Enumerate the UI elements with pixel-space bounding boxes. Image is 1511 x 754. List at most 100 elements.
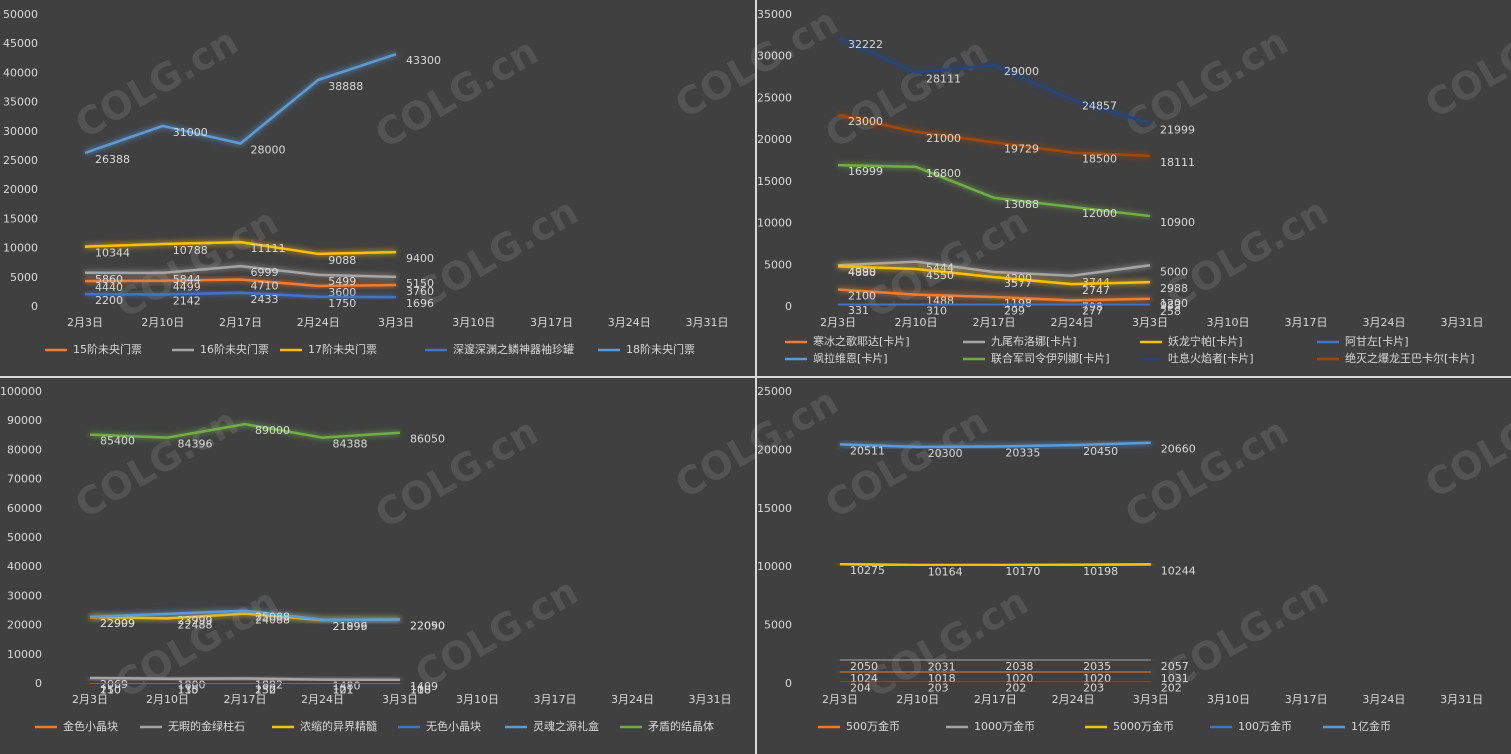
data-label: 18111: [1160, 156, 1195, 169]
x-tick-label: 3月3日: [1132, 316, 1168, 329]
y-tick-label: 40000: [7, 560, 42, 573]
data-label: 20300: [928, 447, 963, 460]
y-tick-label: 5000: [10, 271, 38, 284]
series-line: [837, 302, 1151, 307]
legend-label: 18阶未央门票: [626, 342, 695, 356]
y-tick-label: 100000: [0, 385, 42, 398]
data-label: 121: [333, 684, 354, 697]
data-label: 5499: [328, 275, 356, 288]
data-label: 6999: [251, 266, 279, 279]
x-tick-label: 3月31日: [686, 316, 729, 329]
data-label: 4499: [173, 281, 201, 294]
x-tick-label: 2月24日: [301, 693, 344, 706]
y-tick-label: 35000: [3, 96, 38, 109]
legend-label: 飒拉维恩[卡片]: [813, 351, 888, 365]
data-label: 9088: [328, 254, 356, 267]
x-tick-label: 2月3日: [820, 316, 856, 329]
series-line: [839, 441, 1151, 449]
data-label: 31000: [173, 126, 208, 139]
data-label: 16800: [926, 167, 961, 180]
legend-label: 阿甘左[卡片]: [1345, 335, 1409, 348]
data-label: 10170: [1005, 565, 1040, 578]
series-line: [837, 113, 1151, 158]
x-tick-label: 2月17日: [219, 316, 262, 329]
data-label: 2200: [95, 294, 123, 307]
data-label: 202: [1005, 682, 1026, 695]
data-label: 10788: [173, 244, 208, 257]
x-tick-label: 3月31日: [1441, 316, 1484, 329]
y-tick-label: 0: [31, 300, 38, 313]
data-label: 3760: [406, 285, 434, 298]
data-label: 331: [848, 304, 869, 317]
legend-label: 吐息火焰者[卡片]: [1168, 351, 1254, 365]
data-label: 203: [928, 682, 949, 695]
y-tick-label: 20000: [3, 183, 38, 196]
x-tick-label: 3月17日: [1285, 316, 1328, 329]
y-tick-label: 0: [785, 300, 792, 313]
legend-label: 无色小晶块: [426, 719, 481, 733]
legend-label: 100万金币: [1238, 719, 1292, 733]
y-tick-label: 60000: [7, 502, 42, 515]
data-label: 2057: [1161, 660, 1189, 673]
data-label: 1750: [328, 297, 356, 310]
series-line: [839, 562, 1151, 567]
y-tick-label: 30000: [757, 50, 792, 63]
data-label: 32222: [848, 38, 883, 51]
x-tick-label: 3月24日: [608, 316, 651, 329]
legend-label: 妖龙宁帕[卡片]: [1168, 334, 1243, 348]
y-tick-label: 15000: [3, 212, 38, 225]
x-tick-label: 3月3日: [382, 693, 418, 706]
x-tick-label: 2月3日: [822, 693, 858, 706]
series-line: [89, 609, 401, 622]
data-label: 89000: [255, 424, 290, 437]
series-line: [837, 37, 1151, 125]
data-label: 26388: [95, 153, 130, 166]
series-line: [837, 163, 1151, 218]
data-label: 20450: [1083, 445, 1118, 458]
y-tick-label: 20000: [757, 133, 792, 146]
data-label: 5844: [173, 273, 201, 286]
data-label: 19729: [1004, 142, 1039, 155]
series-line: [837, 288, 1151, 302]
data-label: 2038: [1005, 660, 1033, 673]
x-tick-label: 2月24日: [297, 316, 340, 329]
legend-label: 矛盾的结晶体: [648, 719, 714, 733]
data-label: 258: [1160, 305, 1181, 318]
data-label: 22909: [100, 617, 135, 630]
data-label: 86050: [410, 433, 445, 446]
data-label: 12000: [1082, 207, 1117, 220]
series-line: [89, 676, 401, 682]
data-label: 10344: [95, 247, 130, 260]
y-tick-label: 15000: [757, 175, 792, 188]
data-label: 2747: [1082, 284, 1110, 297]
x-tick-label: 3月3日: [1133, 693, 1169, 706]
data-label: 10164: [928, 565, 963, 578]
series-line: [84, 240, 397, 256]
legend-label: 15阶未央门票: [73, 342, 142, 356]
y-tick-label: 5000: [764, 258, 792, 271]
x-tick-label: 3月3日: [378, 316, 414, 329]
y-tick-label: 15000: [757, 502, 792, 515]
y-tick-label: 10000: [757, 560, 792, 573]
data-label: 23999: [178, 614, 213, 627]
data-label: 5860: [95, 273, 123, 286]
data-label: 277: [1082, 305, 1103, 318]
data-label: 10900: [1160, 216, 1195, 229]
x-tick-label: 3月10日: [452, 316, 495, 329]
data-label: 13088: [1004, 198, 1039, 211]
data-label: 202: [1161, 682, 1182, 695]
legend-label: 深邃深渊之鳞神器袖珍罐: [453, 342, 574, 356]
legend-label: 1亿金币: [1351, 719, 1391, 733]
x-tick-label: 3月24日: [1362, 693, 1405, 706]
x-tick-label: 2月10日: [146, 693, 189, 706]
data-label: 203: [1083, 682, 1104, 695]
data-label: 5150: [406, 277, 434, 290]
legend-label: 九尾布洛娜[卡片]: [991, 334, 1077, 348]
data-label: 2988: [1160, 282, 1188, 295]
data-label: 4550: [926, 269, 954, 282]
data-label: 22090: [410, 619, 445, 632]
data-label: 2050: [850, 660, 878, 673]
data-label: 43300: [406, 54, 441, 67]
